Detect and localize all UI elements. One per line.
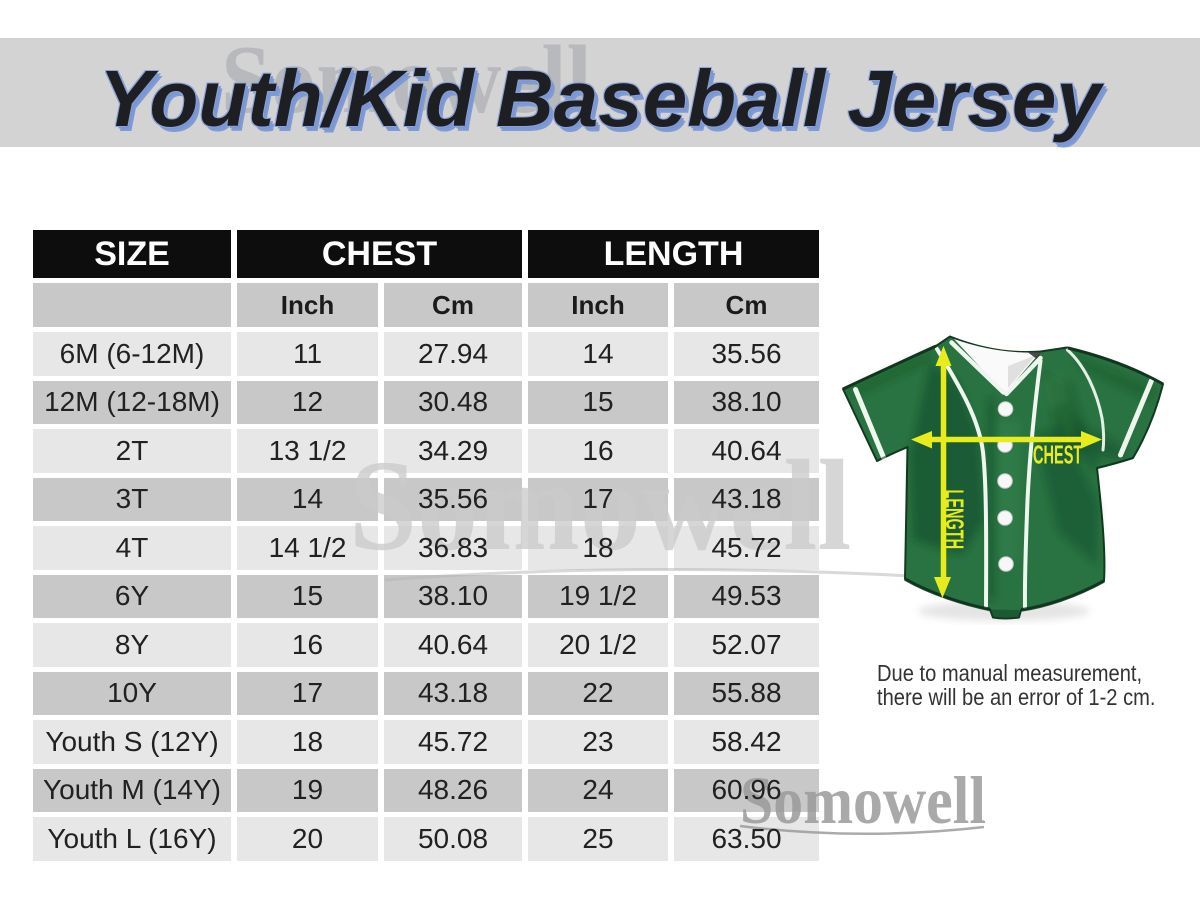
svg-text:LENGTH: LENGTH — [940, 490, 967, 550]
svg-text:CHEST: CHEST — [1033, 441, 1082, 469]
